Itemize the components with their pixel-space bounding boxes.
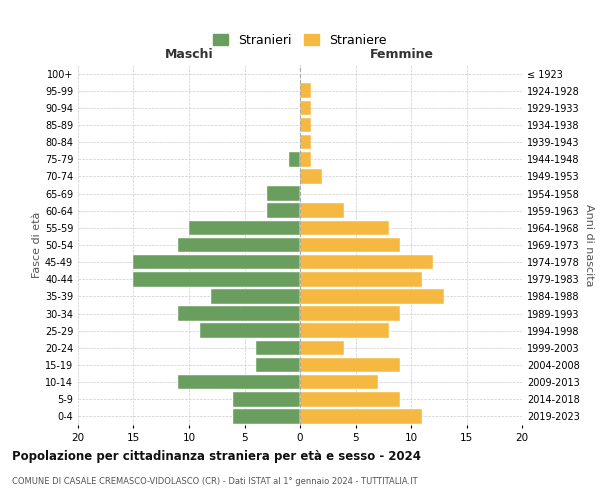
Bar [300, 340, 344, 355]
Bar [266, 186, 300, 201]
Bar [133, 255, 300, 270]
Bar [300, 84, 311, 98]
Bar [233, 409, 300, 424]
Bar [300, 118, 311, 132]
Bar [300, 152, 311, 166]
Bar [300, 220, 389, 235]
Bar [300, 100, 311, 115]
Bar [300, 238, 400, 252]
Text: Maschi: Maschi [164, 48, 214, 62]
Bar [133, 272, 300, 286]
Bar [300, 375, 378, 390]
Y-axis label: Anni di nascita: Anni di nascita [584, 204, 593, 286]
Bar [300, 409, 422, 424]
Bar [300, 169, 322, 184]
Bar [300, 272, 422, 286]
Bar [178, 306, 300, 321]
Bar [300, 306, 400, 321]
Bar [300, 289, 444, 304]
Text: Popolazione per cittadinanza straniera per età e sesso - 2024: Popolazione per cittadinanza straniera p… [12, 450, 421, 463]
Y-axis label: Fasce di età: Fasce di età [32, 212, 42, 278]
Bar [300, 324, 389, 338]
Bar [256, 340, 300, 355]
Bar [256, 358, 300, 372]
Bar [300, 392, 400, 406]
Bar [178, 375, 300, 390]
Bar [300, 135, 311, 150]
Bar [300, 204, 344, 218]
Bar [211, 289, 300, 304]
Bar [178, 238, 300, 252]
Bar [189, 220, 300, 235]
Bar [200, 324, 300, 338]
Bar [300, 255, 433, 270]
Bar [300, 358, 400, 372]
Text: Femmine: Femmine [370, 48, 434, 62]
Bar [289, 152, 300, 166]
Text: COMUNE DI CASALE CREMASCO-VIDOLASCO (CR) - Dati ISTAT al 1° gennaio 2024 - TUTTI: COMUNE DI CASALE CREMASCO-VIDOLASCO (CR)… [12, 478, 418, 486]
Bar [266, 204, 300, 218]
Bar [233, 392, 300, 406]
Legend: Stranieri, Straniere: Stranieri, Straniere [208, 29, 392, 52]
